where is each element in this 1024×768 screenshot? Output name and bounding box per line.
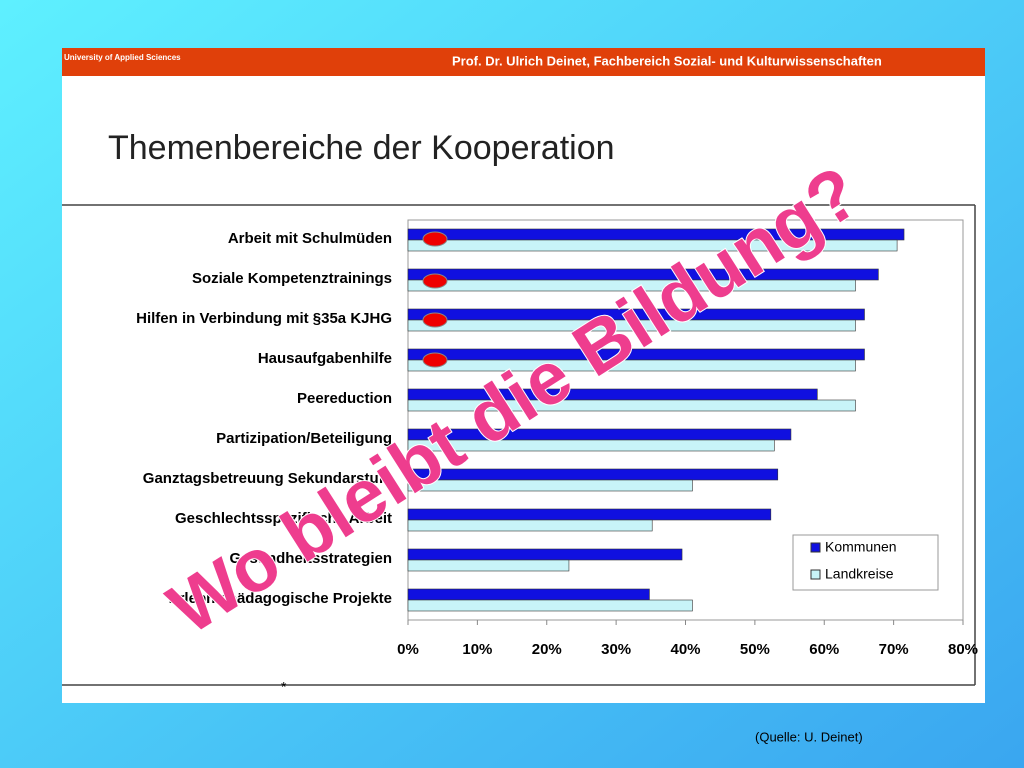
y-tick-label: Hausaufgabenhilfe — [258, 350, 392, 367]
bar — [407, 588, 650, 601]
x-tick-label: 10% — [462, 641, 492, 658]
bar — [407, 239, 898, 252]
bar — [407, 279, 856, 292]
bar — [407, 439, 775, 452]
header-bar — [62, 48, 985, 76]
y-tick-label: Geschlechtsspezifische Arbeit — [175, 510, 392, 527]
marker-oval — [422, 231, 448, 247]
footnote: * — [281, 679, 287, 695]
y-tick-label: Partizipation/Beteiligung — [216, 430, 392, 447]
y-tick-label: Ganztagsbetreuung Sekundarstufe — [143, 470, 392, 487]
legend-label: Landkreise — [825, 566, 894, 582]
x-tick-label: 60% — [809, 641, 839, 658]
x-tick-label: 50% — [740, 641, 770, 658]
x-tick-label: 40% — [670, 641, 700, 658]
marker-oval — [422, 312, 448, 328]
marker-oval — [422, 352, 448, 368]
y-tick-label: Soziale Kompetenztrainings — [192, 270, 392, 287]
x-tick-label: 70% — [879, 641, 909, 658]
bar — [407, 319, 856, 332]
bar — [407, 559, 570, 572]
bar — [407, 508, 772, 521]
bar — [407, 359, 856, 372]
bar — [407, 519, 653, 532]
marker-oval — [422, 273, 448, 289]
y-tick-label: Erlebnispädagogische Projekte — [169, 590, 392, 607]
legend-swatch — [810, 542, 821, 553]
legend-swatch — [810, 569, 821, 580]
y-tick-label: Hilfen in Verbindung mit §35a KJHG — [136, 310, 392, 327]
author: Prof. Dr. Ulrich Deinet, Fachbereich Soz… — [452, 53, 882, 68]
x-tick-label: 0% — [397, 641, 419, 658]
chart-title: Themenbereiche der Kooperation — [108, 129, 615, 167]
bar — [407, 399, 856, 412]
bar — [407, 599, 693, 612]
x-tick-label: 20% — [532, 641, 562, 658]
ovals — [422, 231, 448, 368]
bar — [407, 548, 683, 561]
bar — [407, 479, 693, 492]
y-tick-label: Peereduction — [297, 390, 392, 407]
x-tick-label: 30% — [601, 641, 631, 658]
y-tick-label: Arbeit mit Schulmüden — [228, 230, 392, 247]
y-tick-label: Gesundheitsstrategien — [229, 550, 392, 567]
source: (Quelle: U. Deinet) — [755, 729, 863, 744]
x-tick-label: 80% — [948, 641, 978, 658]
institution: University of Applied Sciences — [64, 53, 181, 62]
legend-label: Kommunen — [825, 539, 897, 555]
